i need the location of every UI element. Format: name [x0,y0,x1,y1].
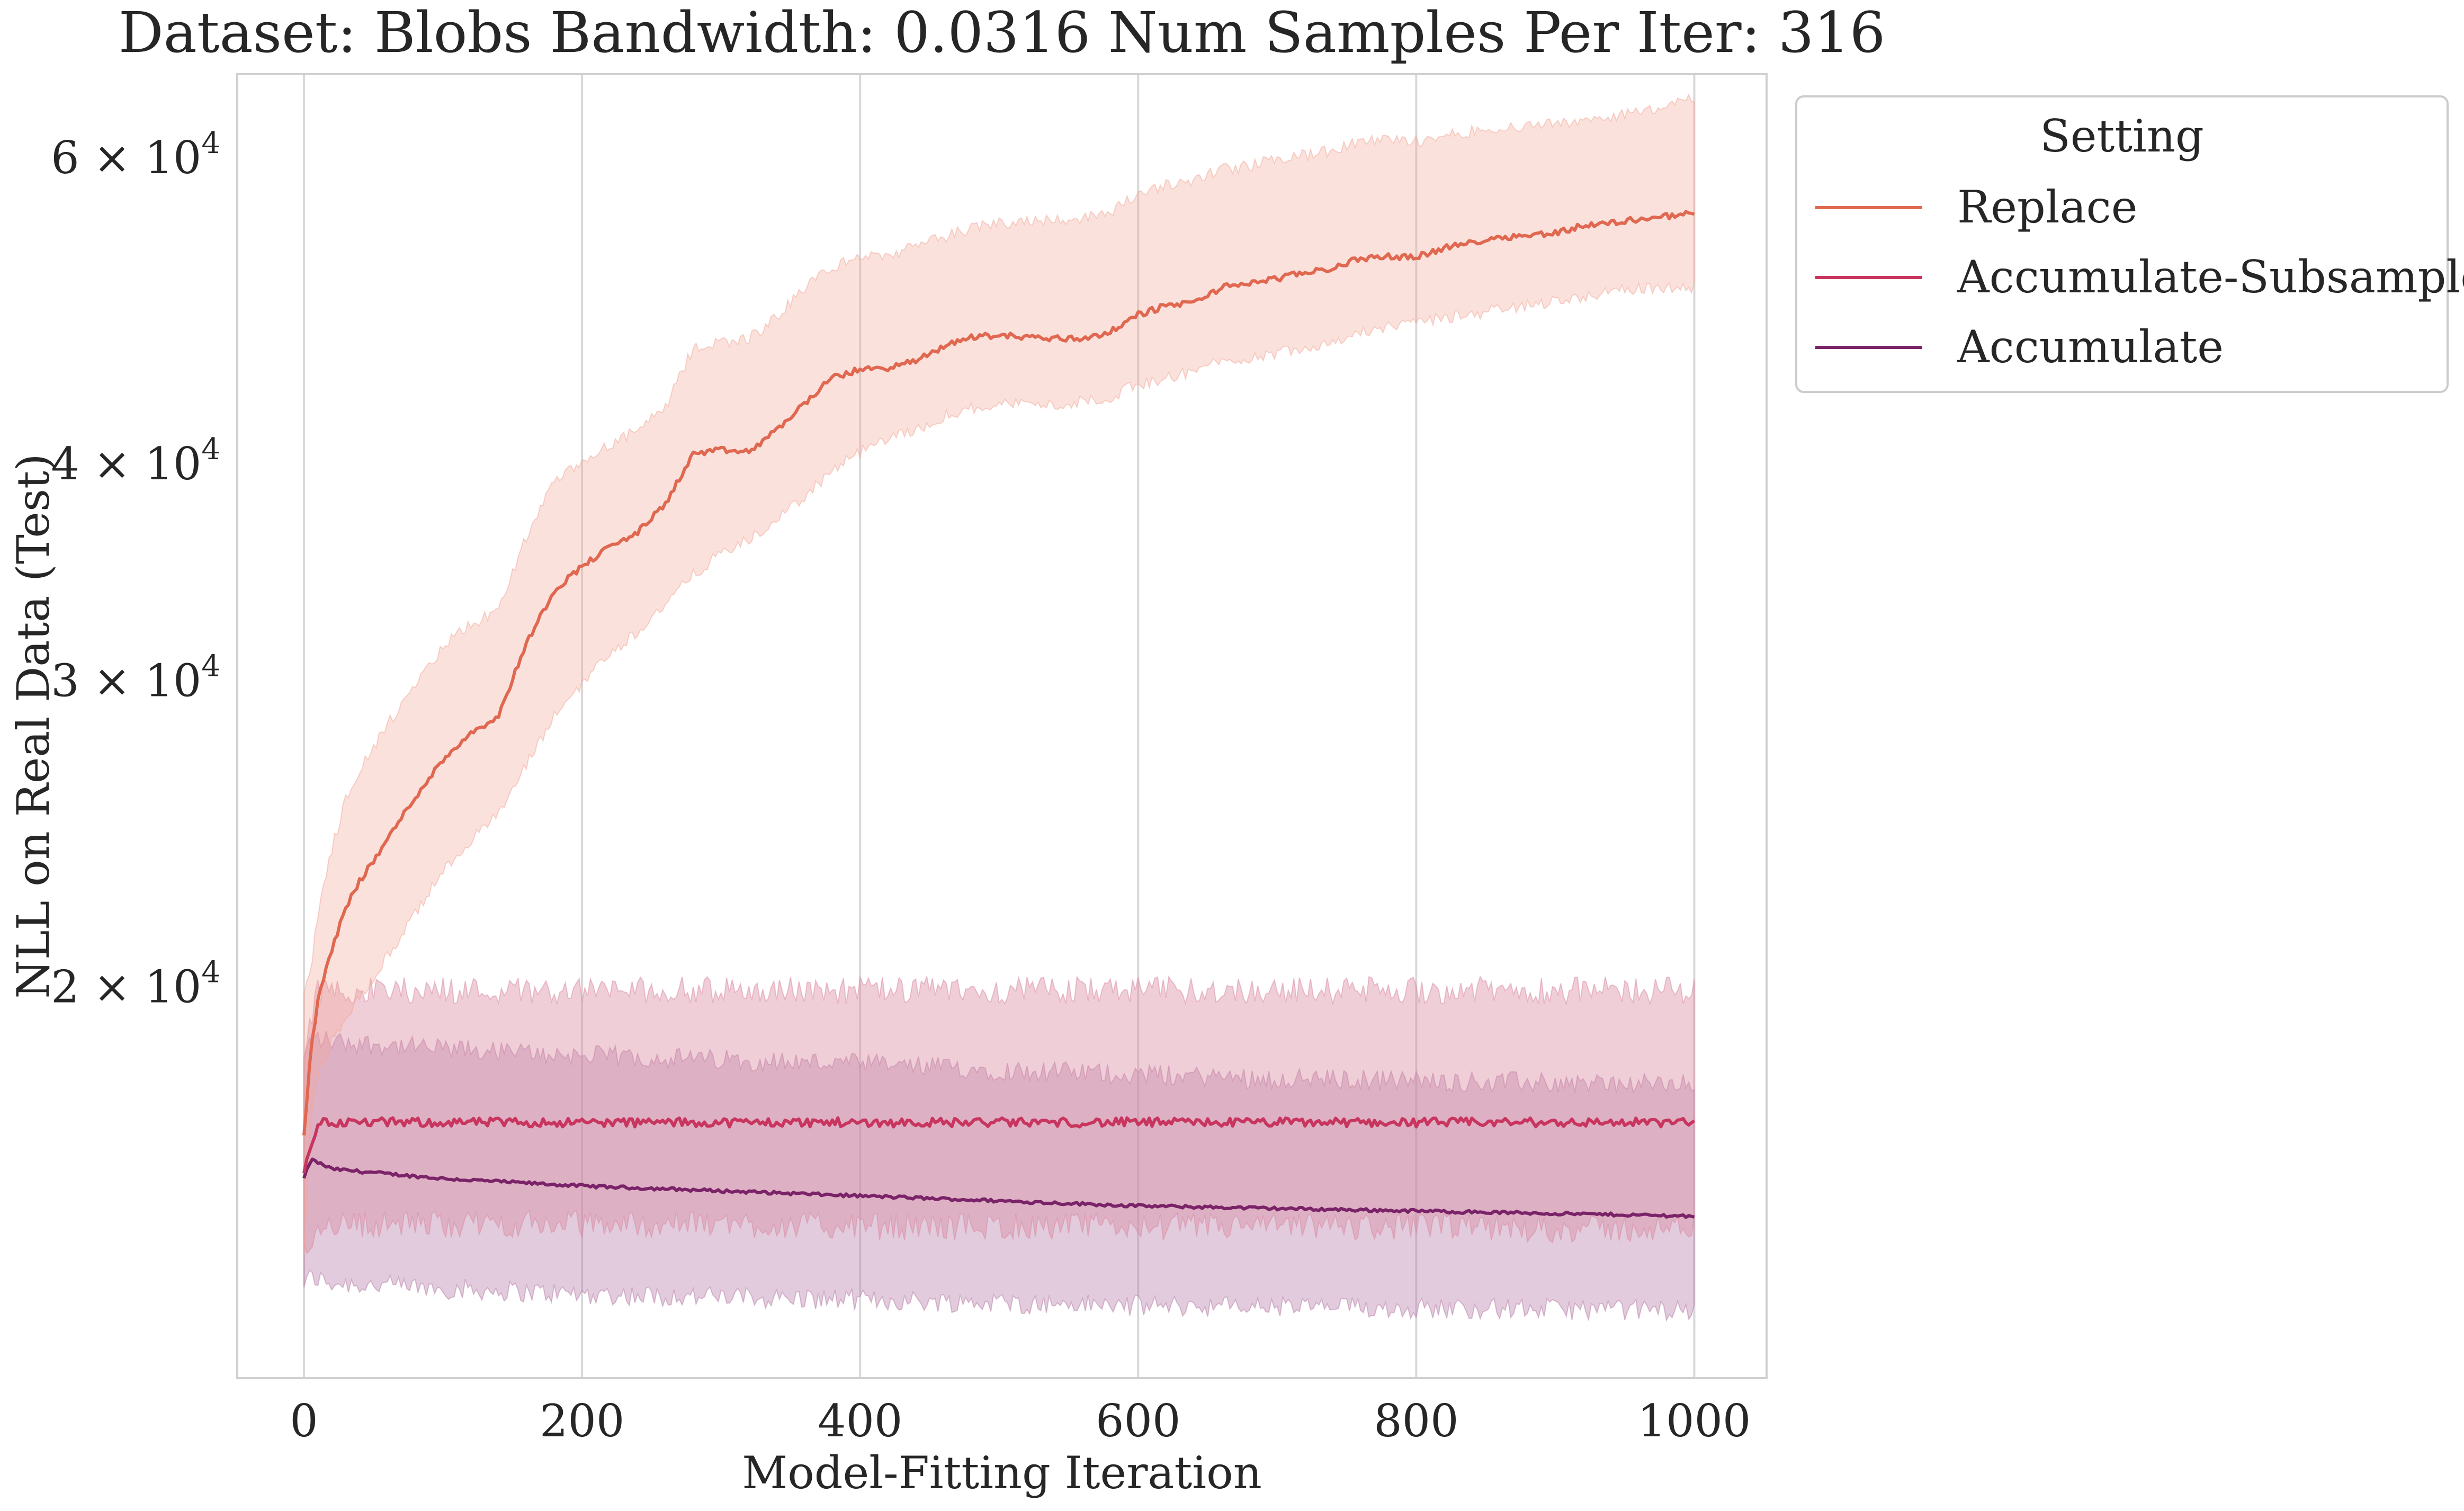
y-tick-label: 6 × 104 [51,126,220,184]
chart-title: Dataset: Blobs Bandwidth: 0.0316 Num Sam… [119,0,1886,65]
x-tick-label: 0 [290,1395,318,1447]
band-accumulate-subsample [303,974,1695,1255]
legend-box [1795,95,2449,393]
x-tick-label: 800 [1374,1395,1458,1447]
x-axis-label: Model-Fitting Iteration [742,1447,1262,1499]
legend-label-accumulate: Accumulate [1957,321,2224,373]
x-axis-tick-labels: 0 200 400 600 800 1000 [290,1395,1751,1447]
line-replace [302,210,1695,1136]
line-accumulate-subsample [302,1116,1696,1174]
legend-label-accumulate-subsample: Accumulate-Subsample [1957,251,2464,303]
x-tick-label: 1000 [1638,1395,1751,1447]
y-tick-label: 3 × 104 [51,649,220,707]
legend-title: Setting [2040,110,2204,162]
y-axis-tick-labels: 2 × 104 3 × 104 4 × 104 6 × 104 [51,126,220,1013]
y-tick-label: 2 × 104 [51,955,220,1013]
band-accumulate [303,1031,1695,1322]
legend: Setting Replace Accumulate-Subsample Acc… [1795,95,2464,393]
series-lines [302,210,1696,1219]
legend-label-replace: Replace [1957,181,2137,233]
confidence-bands [303,93,1695,1322]
y-tick-label: 4 × 104 [51,432,220,490]
line-accumulate [302,1157,1695,1219]
x-tick-label: 200 [540,1395,624,1447]
y-axis-label: NLL on Real Data (Test) [7,453,59,998]
plot-area-frame [236,73,1768,1379]
band-replace [303,93,1695,1255]
x-tick-label: 400 [818,1395,902,1447]
x-tick-label: 600 [1096,1395,1180,1447]
